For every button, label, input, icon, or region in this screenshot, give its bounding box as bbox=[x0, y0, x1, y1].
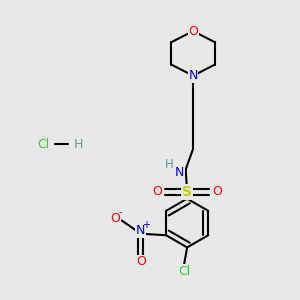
Text: O: O bbox=[152, 185, 162, 198]
Text: -: - bbox=[118, 207, 122, 217]
Text: N: N bbox=[188, 69, 198, 82]
Text: H: H bbox=[74, 138, 83, 151]
Text: O: O bbox=[188, 25, 198, 38]
Text: Cl: Cl bbox=[37, 138, 49, 151]
Text: S: S bbox=[182, 185, 192, 199]
Text: Cl: Cl bbox=[178, 265, 190, 278]
Text: O: O bbox=[212, 185, 222, 198]
Text: O: O bbox=[136, 256, 146, 268]
Text: N: N bbox=[136, 224, 146, 237]
Text: H: H bbox=[165, 158, 174, 171]
Text: N: N bbox=[175, 166, 184, 179]
Text: O: O bbox=[111, 212, 121, 225]
Text: +: + bbox=[142, 220, 150, 230]
